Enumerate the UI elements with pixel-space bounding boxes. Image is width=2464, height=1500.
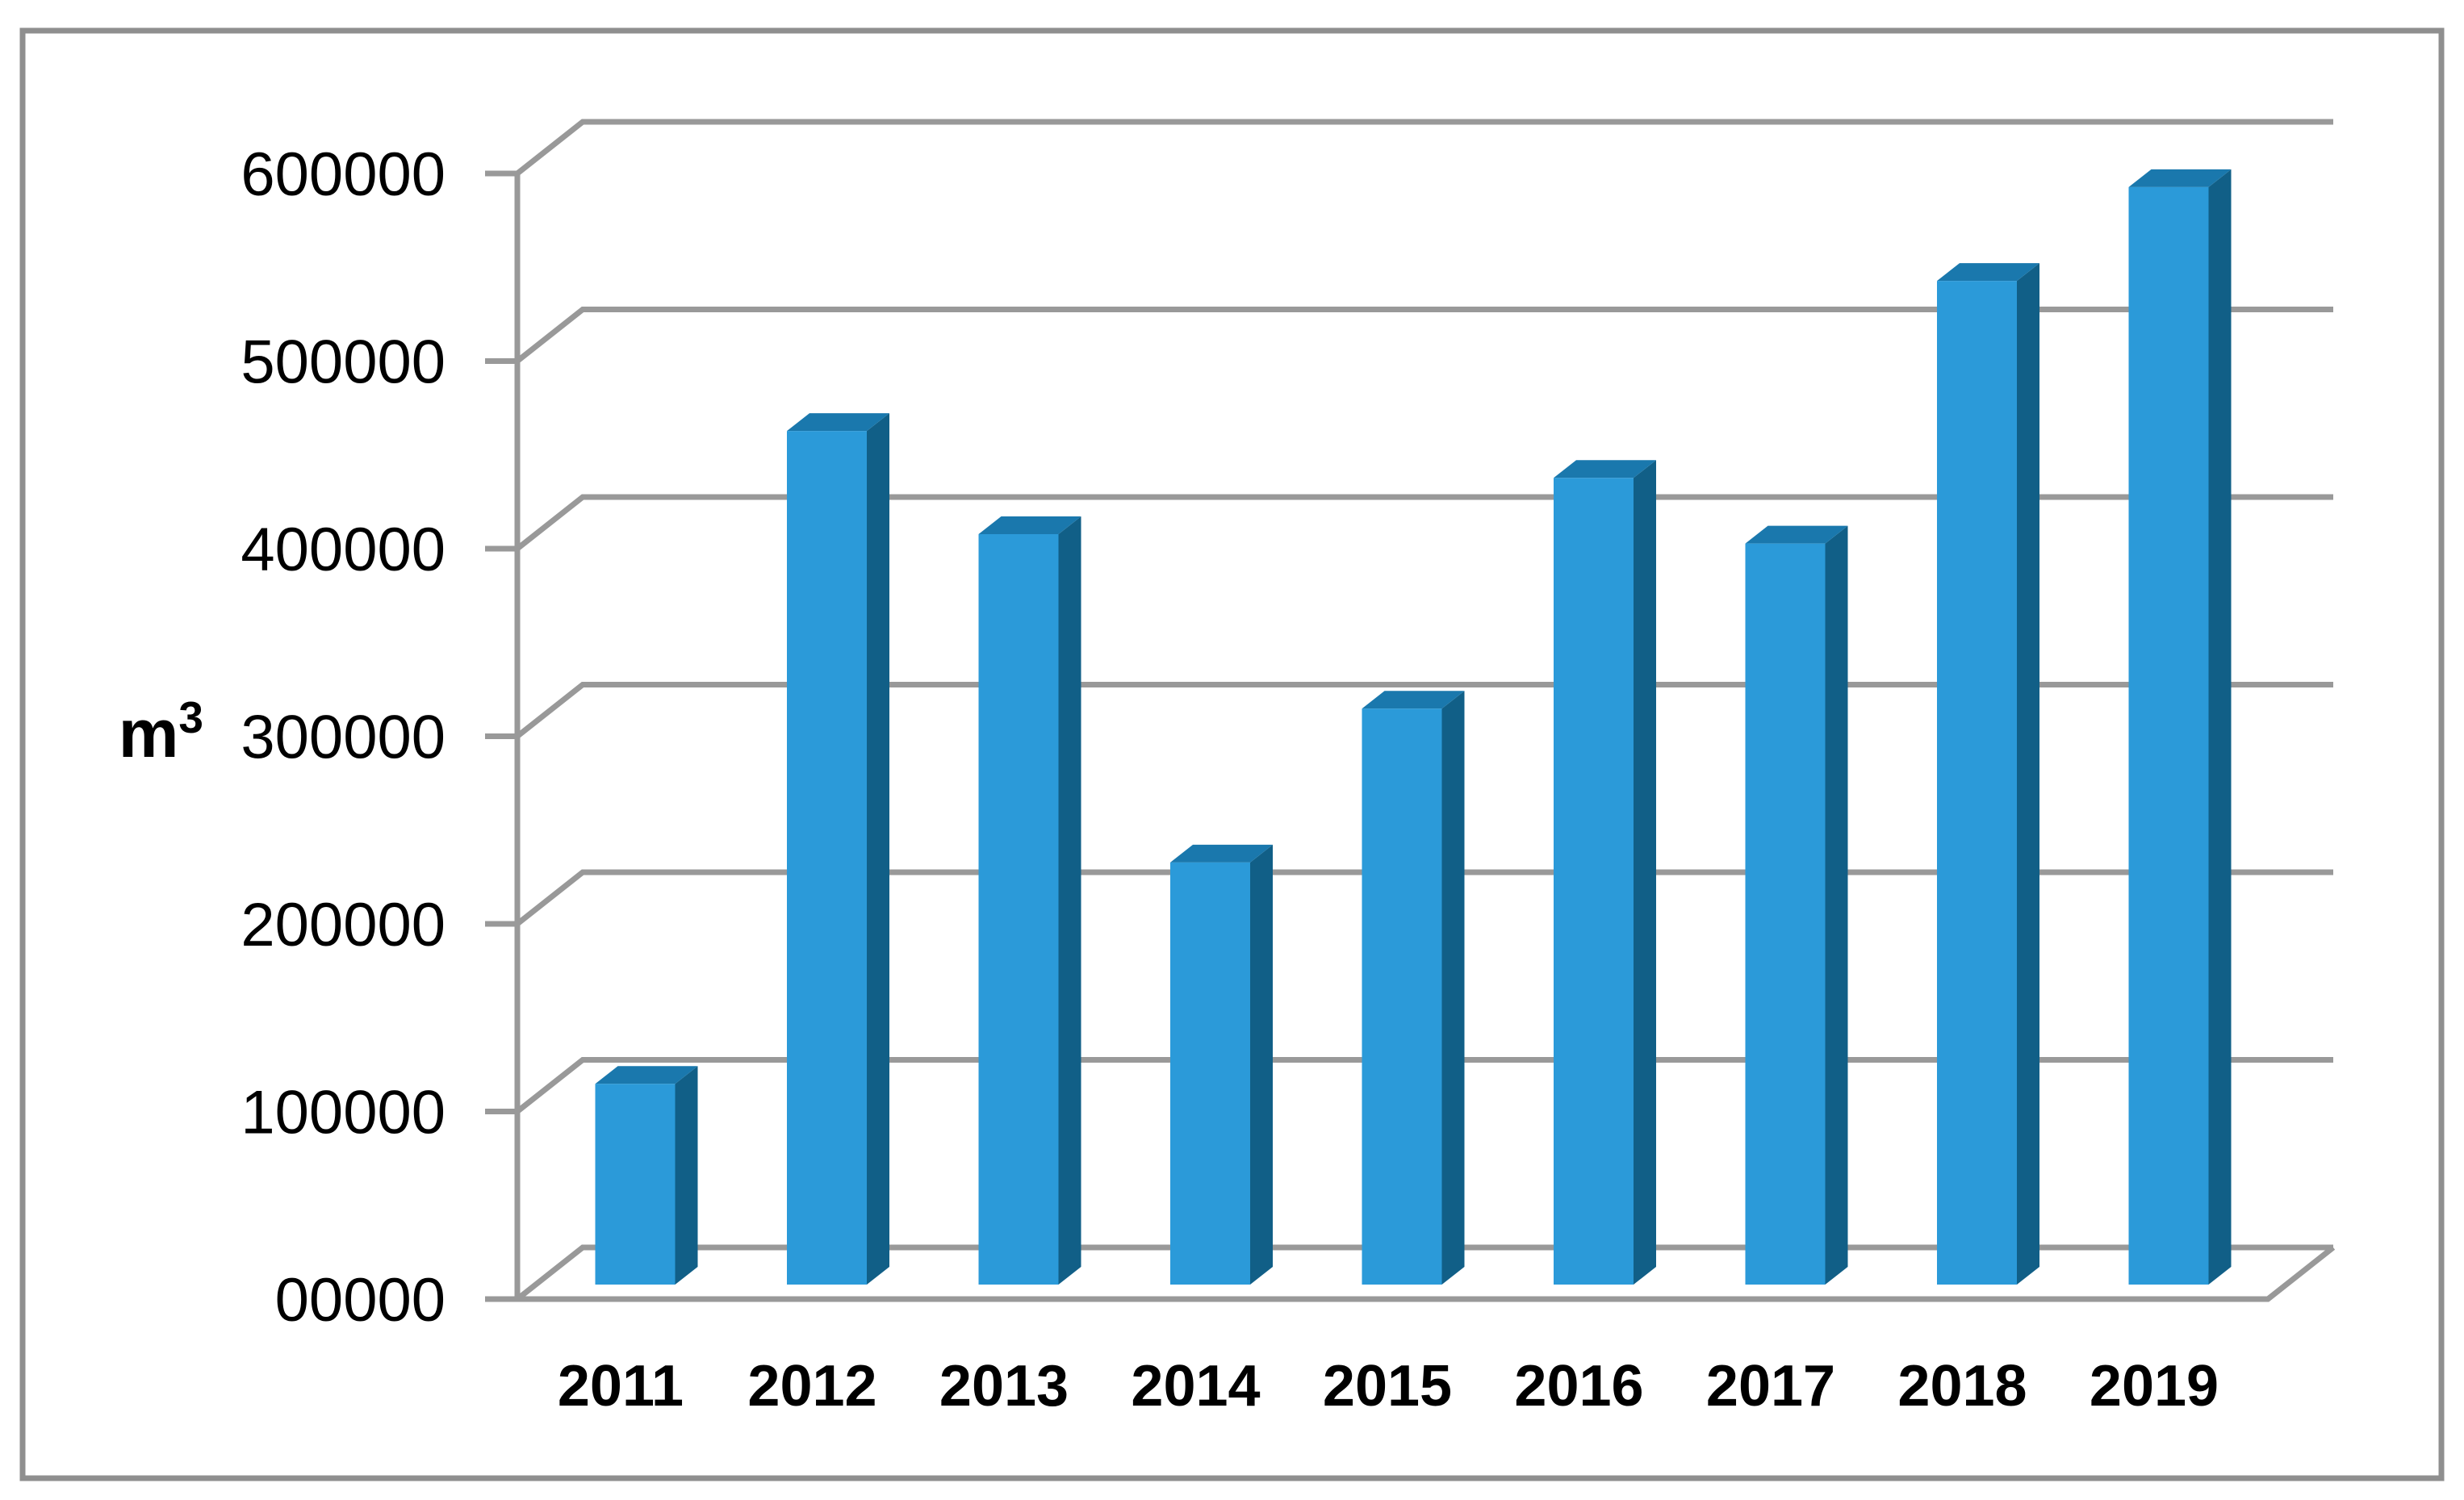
bar-front <box>1170 862 1250 1285</box>
y-tick-label-500000: 500000 <box>241 328 446 397</box>
gridline-400000 <box>485 494 2333 552</box>
bar-side <box>1634 460 1656 1285</box>
bar-front <box>1554 478 1634 1285</box>
floor-front-edge <box>517 1245 2336 1302</box>
bar-front <box>787 431 867 1285</box>
y-tick-label-400000: 400000 <box>241 516 446 584</box>
bar-top <box>1745 525 1848 544</box>
bar-top <box>1170 844 1273 863</box>
y-tick-label-600000: 600000 <box>241 140 446 209</box>
bar-group-2015 <box>1362 691 1465 1285</box>
bar-side <box>1250 844 1273 1285</box>
gridline-500000 <box>485 307 2333 364</box>
bar-side <box>2208 169 2232 1285</box>
bar-group-2019 <box>2128 169 2232 1285</box>
gridline-600000 <box>485 119 2333 177</box>
bar-top <box>2128 169 2232 187</box>
bar-top <box>978 516 1081 534</box>
x-category-label-2014: 2014 <box>1131 1354 1260 1419</box>
x-category-label-2016: 2016 <box>1514 1354 1643 1419</box>
x-category-label-2018: 2018 <box>1897 1354 2027 1419</box>
bar-group-2017 <box>1745 525 1848 1285</box>
y-tick-label-200000: 200000 <box>241 891 446 959</box>
bar-group-2016 <box>1554 460 1656 1285</box>
bar-group-2014 <box>1170 844 1273 1285</box>
y-tick-label-100000: 100000 <box>241 1079 446 1147</box>
bar-side <box>1825 525 1848 1285</box>
bar-front <box>1745 543 1826 1285</box>
bar-group-2013 <box>978 516 1081 1285</box>
bar-top <box>1937 263 2039 282</box>
x-category-label-2011: 2011 <box>558 1354 684 1419</box>
plot-border <box>19 27 2445 1481</box>
bar-top <box>787 413 889 432</box>
bar-side <box>1441 691 1465 1285</box>
bar-side <box>2017 263 2039 1285</box>
bar-front <box>978 534 1059 1285</box>
bar-front <box>1362 708 1442 1285</box>
bar-side <box>675 1066 698 1285</box>
gridline-300000 <box>485 682 2333 739</box>
bar-group-2018 <box>1937 263 2039 1285</box>
x-category-label-2019: 2019 <box>2090 1354 2219 1419</box>
bar-group-2011 <box>595 1066 698 1285</box>
bar-front <box>1937 281 2017 1285</box>
bar-front <box>2128 186 2209 1285</box>
bar-top <box>1362 691 1465 709</box>
y-tick-label-300000: 300000 <box>241 704 446 772</box>
x-category-label-2012: 2012 <box>747 1354 876 1419</box>
x-category-label-2017: 2017 <box>1706 1354 1835 1419</box>
bar-top <box>1554 460 1656 478</box>
bar-front <box>595 1084 676 1285</box>
bar-side <box>1058 516 1081 1285</box>
bar-top <box>595 1066 698 1084</box>
bar-side <box>867 413 889 1285</box>
y-tick-label-00000: 00000 <box>275 1266 446 1335</box>
x-category-label-2013: 2013 <box>939 1354 1069 1419</box>
y-unit-label: m3 <box>119 692 203 771</box>
x-category-label-2015: 2015 <box>1323 1354 1452 1419</box>
bar-group-2012 <box>787 413 889 1285</box>
